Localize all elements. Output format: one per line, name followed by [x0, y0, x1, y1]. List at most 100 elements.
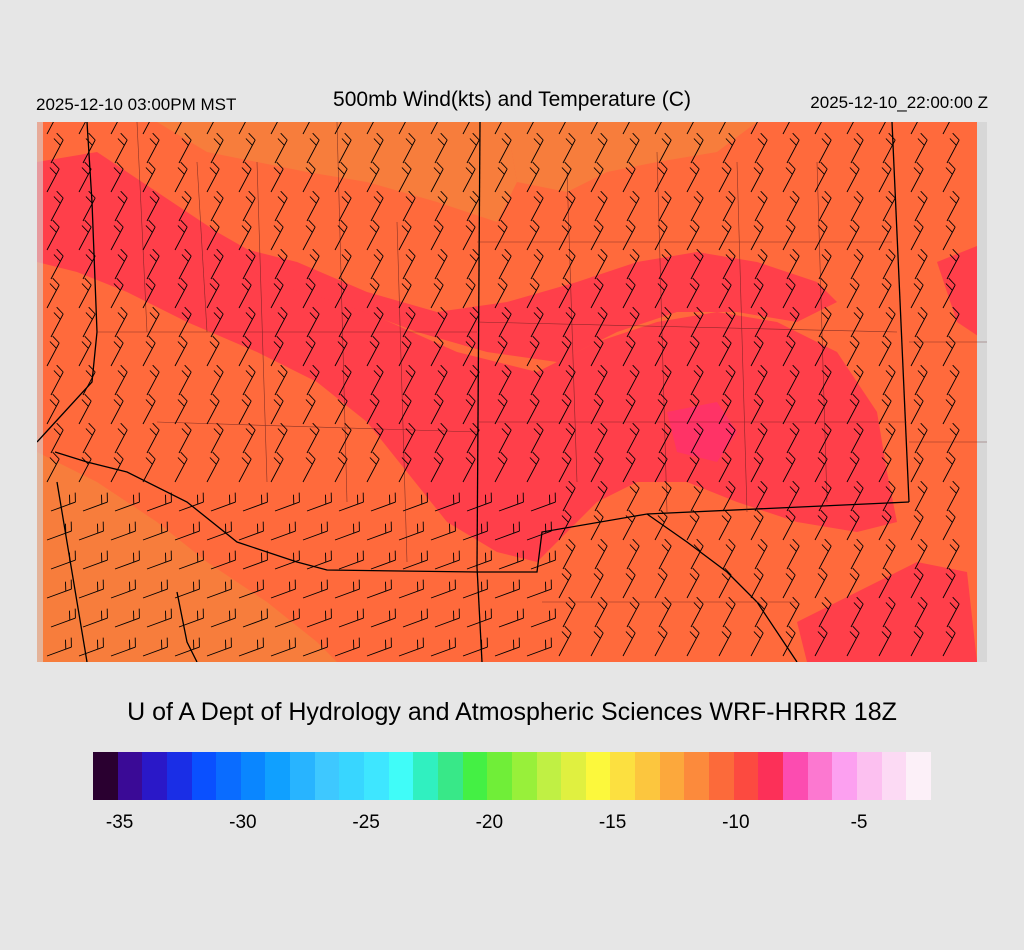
wind-barbs — [46, 122, 960, 657]
colorbar-swatch — [240, 752, 266, 800]
wind-barb — [558, 567, 572, 599]
wind-barb — [690, 422, 704, 454]
wind-barb — [306, 132, 320, 164]
colorbar-swatch — [265, 752, 291, 800]
wind-barb — [658, 422, 672, 454]
wind-barb — [274, 190, 288, 222]
wind-barb — [590, 335, 604, 367]
wind-barb — [718, 451, 732, 483]
wind-barb — [338, 364, 352, 396]
wind-barb — [626, 364, 640, 396]
wind-barb — [242, 422, 256, 454]
wind-barb — [814, 219, 828, 251]
wind-barb — [818, 248, 832, 280]
wind-barb — [558, 277, 572, 309]
wind-barb — [462, 451, 476, 483]
temperature-colorbar — [93, 752, 931, 800]
wind-barb — [82, 306, 96, 338]
wind-barb — [558, 122, 566, 135]
wind-barb — [562, 538, 576, 570]
wind-barb — [946, 538, 960, 570]
wind-barb — [206, 161, 220, 193]
wind-barb — [114, 550, 140, 570]
wind-barb — [462, 122, 470, 135]
wind-barb — [626, 306, 640, 338]
colorbar-swatch — [659, 752, 685, 800]
wind-barb — [238, 219, 252, 251]
colorbar-swatch — [536, 752, 562, 800]
wind-barb — [878, 451, 892, 483]
wind-barb — [302, 393, 316, 425]
wind-barb — [434, 550, 460, 570]
wind-barb — [654, 219, 668, 251]
wind-barb — [818, 480, 832, 512]
wind-barb — [466, 248, 480, 280]
county-line — [156, 421, 478, 433]
wind-barb — [398, 219, 412, 251]
colorbar-swatch — [906, 752, 931, 800]
wind-barb — [910, 335, 924, 367]
wind-barb — [622, 567, 636, 599]
wind-barb — [398, 122, 406, 135]
wind-barb — [430, 637, 456, 657]
wind-barb — [878, 393, 892, 425]
colorbar-swatch — [413, 752, 438, 800]
wind-barb — [690, 480, 704, 512]
wind-barb — [818, 190, 832, 222]
wind-barb — [110, 277, 124, 309]
wind-barb — [718, 219, 732, 251]
wind-barb — [402, 190, 416, 222]
wind-barb — [402, 306, 416, 338]
wind-barb — [750, 567, 764, 599]
wind-barb — [622, 219, 636, 251]
colorbar-swatch — [511, 752, 537, 800]
wind-barb — [558, 451, 572, 483]
wind-barb — [594, 422, 608, 454]
wind-barb — [690, 248, 704, 280]
county-line — [196, 161, 208, 333]
wind-barb — [846, 161, 860, 193]
wind-barb — [658, 480, 672, 512]
wind-barb — [146, 608, 172, 628]
wind-barb — [846, 219, 860, 251]
wind-barb — [46, 335, 60, 367]
colorbar-swatch — [758, 752, 783, 800]
wind-barb — [654, 451, 668, 483]
wind-barb — [494, 579, 520, 599]
wind-barb — [146, 306, 160, 338]
wind-barb — [398, 451, 412, 483]
wind-barb — [178, 248, 192, 280]
wind-barb — [594, 190, 608, 222]
wind-barb — [78, 277, 92, 309]
wind-barb — [46, 579, 72, 599]
wind-barb — [558, 393, 572, 425]
wind-barb — [142, 579, 168, 599]
wind-barb — [878, 509, 892, 541]
wind-barb — [398, 579, 424, 599]
wind-barb — [946, 248, 960, 280]
colorbar-swatch — [585, 752, 611, 800]
wind-barb — [530, 492, 556, 512]
wind-barb — [590, 277, 604, 309]
warm-region-southwest — [37, 452, 337, 662]
wind-barb — [818, 422, 832, 454]
wind-barb — [302, 277, 316, 309]
wind-barb — [658, 132, 672, 164]
wind-barb — [526, 219, 540, 251]
wind-barb — [814, 567, 828, 599]
wind-barb — [434, 190, 448, 222]
wind-barb — [910, 219, 924, 251]
colorbar-swatch — [856, 752, 882, 800]
wind-barb — [402, 422, 416, 454]
wind-barb — [110, 393, 124, 425]
wind-barb — [818, 538, 832, 570]
wind-barb — [334, 219, 348, 251]
wind-barb — [398, 335, 412, 367]
wind-barb — [594, 248, 608, 280]
wind-barb — [530, 364, 544, 396]
wind-barb — [466, 132, 480, 164]
wind-barb — [654, 161, 668, 193]
wind-barb — [754, 364, 768, 396]
wind-barb — [306, 364, 320, 396]
wind-barb — [494, 161, 508, 193]
